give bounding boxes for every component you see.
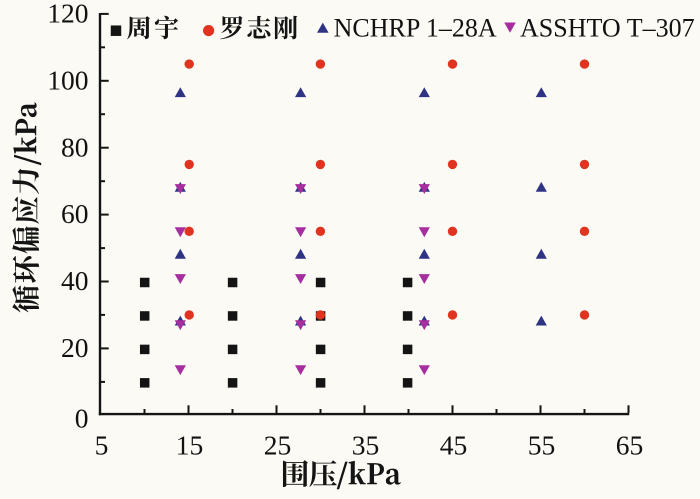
svg-text:45: 45 <box>440 430 468 461</box>
svg-text:15: 15 <box>176 430 204 461</box>
svg-text:25: 25 <box>264 430 292 461</box>
svg-text:NCHRP 1–28A: NCHRP 1–28A <box>334 14 497 43</box>
svg-text:120: 120 <box>47 0 88 29</box>
svg-text:5: 5 <box>95 430 109 461</box>
svg-text:35: 35 <box>352 430 380 461</box>
svg-text:ASSHTO T–307: ASSHTO T–307 <box>520 14 695 43</box>
svg-text:65: 65 <box>616 430 644 461</box>
svg-text:40: 40 <box>61 265 89 296</box>
svg-text:20: 20 <box>61 332 89 363</box>
svg-text:60: 60 <box>61 198 89 229</box>
svg-text:80: 80 <box>61 131 89 162</box>
svg-text:55: 55 <box>528 430 556 461</box>
svg-text:0: 0 <box>75 402 89 433</box>
svg-text:100: 100 <box>47 64 88 95</box>
